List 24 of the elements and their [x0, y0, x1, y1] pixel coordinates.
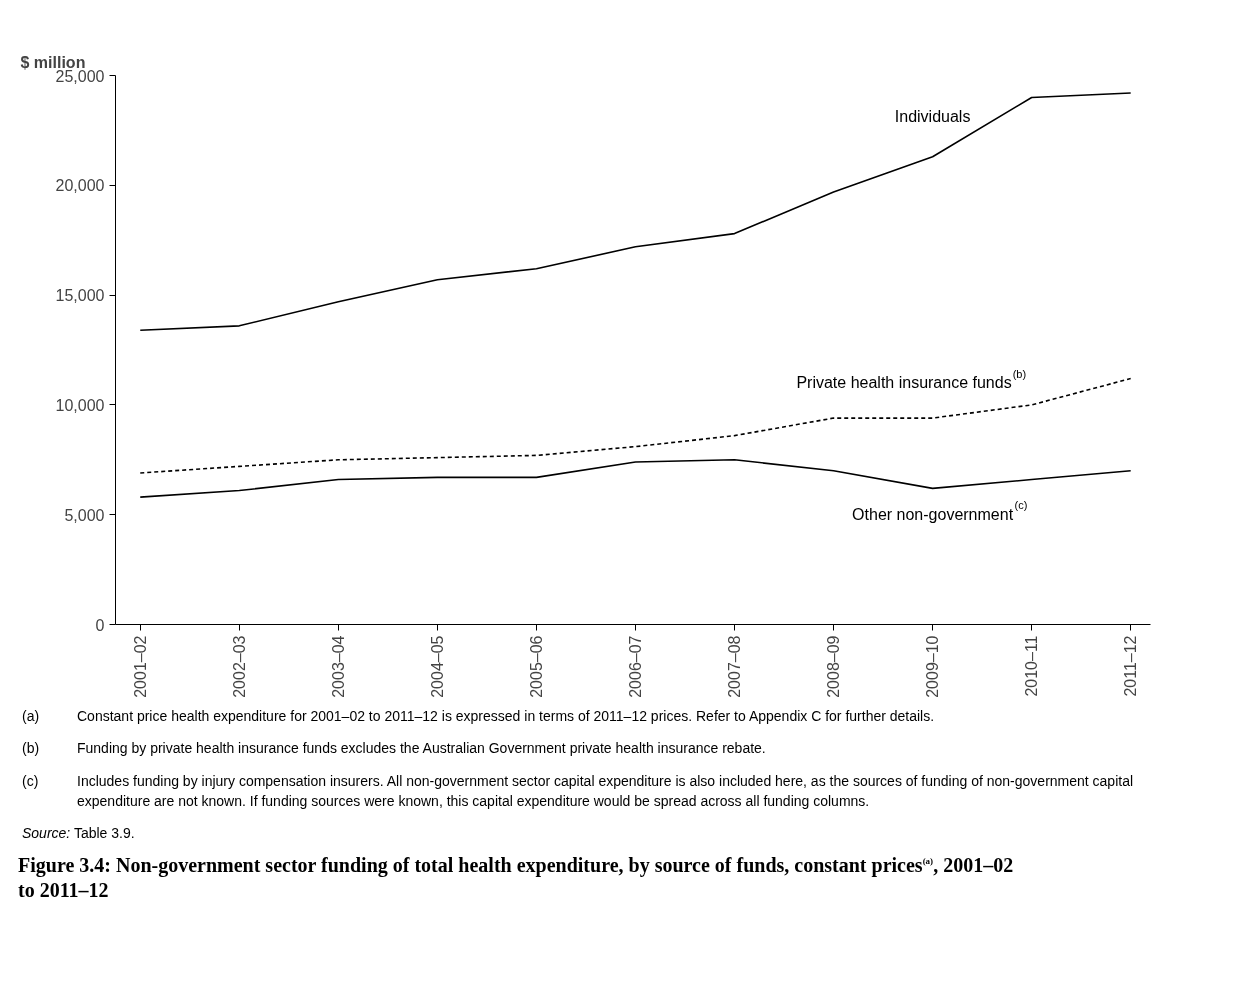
y-tick-label: 20,000 — [55, 177, 105, 195]
x-tick-label: 2002–03 — [230, 635, 248, 698]
y-tick-label: 15,000 — [55, 287, 105, 305]
y-tick-label: 10,000 — [55, 396, 105, 414]
series-label: Individuals — [894, 108, 971, 126]
x-tick-label: 2008–09 — [825, 635, 843, 698]
x-tick-label: 2007–08 — [726, 635, 744, 698]
text: (c) Includes funding by injury compensation insurers. All non-government sector capital expenditure is also included here, as the sources of funding of non-government capital expenditure are not known. If funding sources were known, this capital expenditure would be spread across all funding columns. — [22, 772, 1134, 809]
x-tick-label: 2003–04 — [329, 635, 347, 698]
source-note: Source: Table 3.9. — [22, 824, 135, 844]
x-tick-label: 2009–10 — [924, 635, 942, 698]
x-tick-label: 2005–06 — [527, 635, 545, 698]
y-tick-label: 0 — [95, 616, 105, 634]
y-tick-label: 5,000 — [64, 506, 105, 524]
x-tick-label: 2004–05 — [428, 635, 446, 698]
x-tick-label: 2006–07 — [626, 635, 644, 698]
line-series — [139, 92, 1132, 332]
x-tick-label: 2010–11 — [1023, 635, 1041, 697]
text: (b) Funding by private health insurance funds excludes the Australian Government private health insurance rebate. — [22, 740, 766, 757]
chart-title: Figure 3.4: Non-government sector funding of total health expenditure, by source of funds, constant prices$^{(a)}$, 2001–02 to 2011–12 — [18, 854, 1014, 902]
line-series — [139, 459, 1132, 498]
x-tick-label: 2001–02 — [131, 635, 149, 698]
text: (a) Constant price health expenditure for 2001–02 to 2011–12 is expressed in terms of 2011–12 prices. Refer to Appendix C for further details. — [22, 708, 935, 724]
x-tick-label: 2011–12 — [1122, 635, 1140, 697]
